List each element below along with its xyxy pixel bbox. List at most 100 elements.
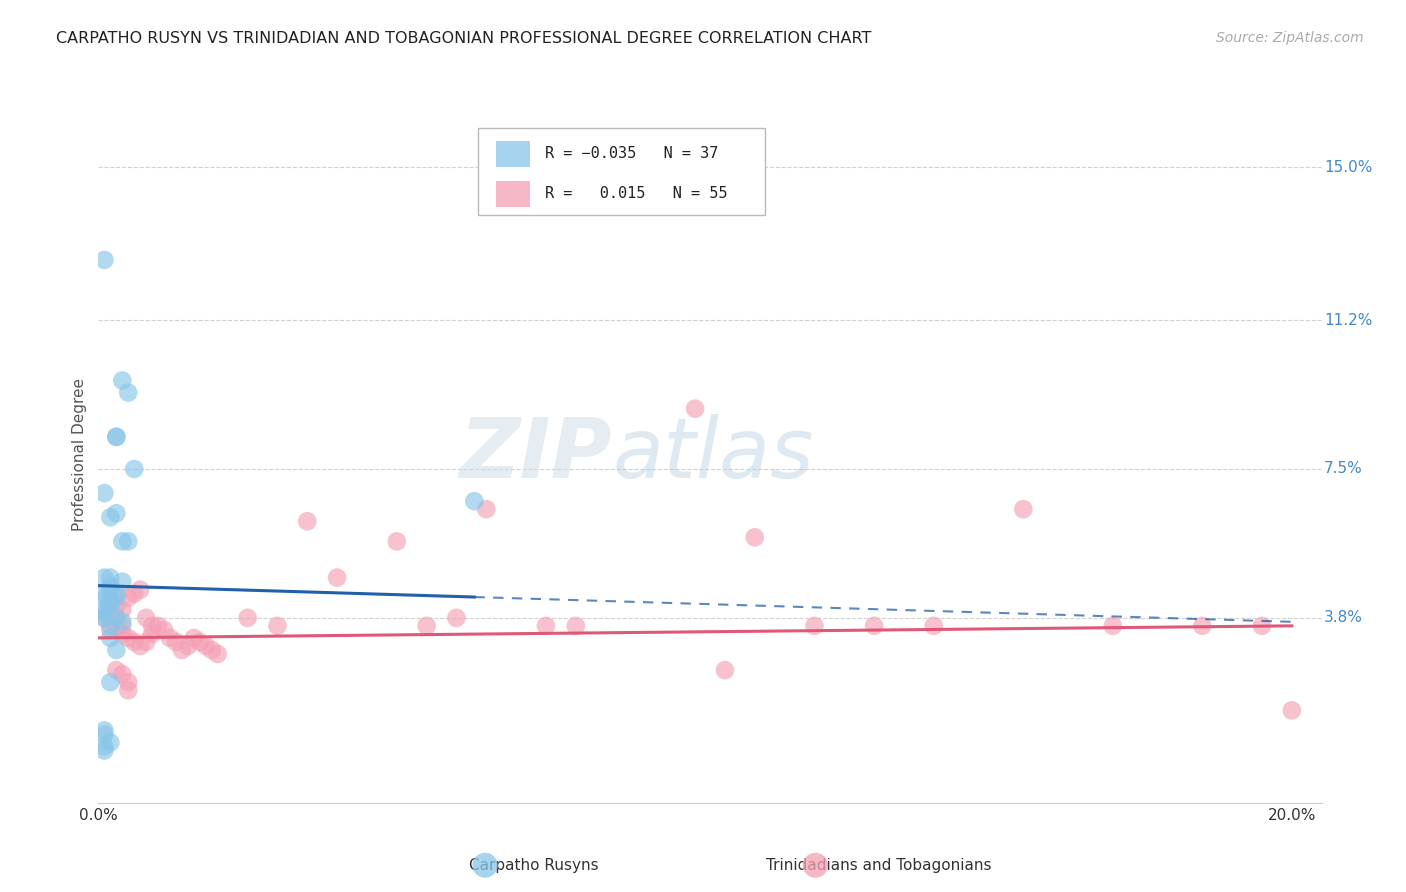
Point [98, 735, 121, 749]
Point [165, 635, 187, 649]
Point [922, 619, 945, 633]
Point [141, 619, 163, 633]
Text: Carpatho Rusyns: Carpatho Rusyns [470, 858, 599, 872]
Point [385, 534, 408, 549]
Point [105, 430, 128, 444]
Point [117, 591, 139, 605]
Point [105, 591, 128, 605]
Point [111, 615, 134, 629]
Point [236, 611, 259, 625]
Point [534, 619, 557, 633]
Point [194, 639, 217, 653]
Point [93, 727, 115, 741]
Point [326, 571, 349, 585]
Point [565, 619, 588, 633]
Point [714, 663, 737, 677]
Point [803, 619, 825, 633]
Point [111, 667, 134, 681]
Point [135, 611, 157, 625]
Point [170, 643, 193, 657]
Point [117, 675, 139, 690]
Point [105, 619, 128, 633]
Point [117, 385, 139, 400]
Point [415, 619, 437, 633]
Point [93, 607, 115, 621]
Point [111, 619, 134, 633]
Point [111, 603, 134, 617]
Text: R =   0.015   N = 55: R = 0.015 N = 55 [546, 186, 727, 202]
Point [98, 582, 121, 597]
Point [111, 374, 134, 388]
Text: R = −0.035   N = 37: R = −0.035 N = 37 [546, 146, 718, 161]
Text: 15.0%: 15.0% [1324, 160, 1372, 175]
Point [93, 611, 115, 625]
Point [183, 631, 205, 645]
Point [98, 595, 121, 609]
Text: 11.2%: 11.2% [1324, 313, 1372, 327]
Point [93, 603, 115, 617]
Point [111, 574, 134, 589]
Point [93, 739, 115, 754]
FancyBboxPatch shape [496, 180, 530, 207]
Point [266, 619, 288, 633]
Point [111, 627, 134, 641]
Point [98, 623, 121, 637]
Point [93, 591, 115, 605]
Point [111, 534, 134, 549]
Point [98, 595, 121, 609]
Point [98, 571, 121, 585]
Point [153, 623, 176, 637]
Point [146, 619, 169, 633]
Point [1251, 619, 1274, 633]
Point [129, 582, 152, 597]
Point [188, 635, 211, 649]
Point [98, 579, 121, 593]
Text: atlas: atlas [612, 415, 814, 495]
Point [98, 619, 121, 633]
Point [1191, 619, 1213, 633]
Point [683, 401, 706, 416]
Point [98, 510, 121, 524]
Point [93, 486, 115, 500]
Point [93, 743, 115, 757]
Point [105, 611, 128, 625]
Point [105, 599, 128, 613]
Point [105, 611, 128, 625]
Point [105, 430, 128, 444]
Point [1012, 502, 1035, 516]
Point [744, 530, 766, 544]
Point [863, 619, 886, 633]
Point [122, 635, 145, 649]
Point [201, 643, 224, 657]
Y-axis label: Professional Degree: Professional Degree [72, 378, 87, 532]
Point [93, 571, 115, 585]
Text: 3.8%: 3.8% [1324, 610, 1362, 625]
Point [117, 683, 139, 698]
Point [1101, 619, 1123, 633]
Point [105, 663, 128, 677]
Point [207, 647, 229, 661]
Point [93, 252, 115, 267]
Point [135, 635, 157, 649]
FancyBboxPatch shape [496, 141, 530, 167]
Point [1281, 703, 1303, 717]
Point [475, 502, 498, 516]
Point [117, 631, 139, 645]
Point [105, 587, 128, 601]
Point [105, 643, 128, 657]
Text: Source: ZipAtlas.com: Source: ZipAtlas.com [1216, 31, 1364, 45]
Point [93, 611, 115, 625]
FancyBboxPatch shape [478, 128, 765, 215]
Point [446, 611, 468, 625]
Text: CARPATHO RUSYN VS TRINIDADIAN AND TOBAGONIAN PROFESSIONAL DEGREE CORRELATION CHA: CARPATHO RUSYN VS TRINIDADIAN AND TOBAGO… [56, 31, 872, 46]
Point [141, 627, 163, 641]
Text: 7.5%: 7.5% [1324, 461, 1362, 476]
Point [159, 631, 181, 645]
Text: ZIP: ZIP [460, 415, 612, 495]
Point [98, 631, 121, 645]
Point [122, 462, 145, 476]
Point [98, 599, 121, 613]
Point [93, 587, 115, 601]
Text: Trinidadians and Tobagonians: Trinidadians and Tobagonians [766, 858, 991, 872]
Point [117, 534, 139, 549]
